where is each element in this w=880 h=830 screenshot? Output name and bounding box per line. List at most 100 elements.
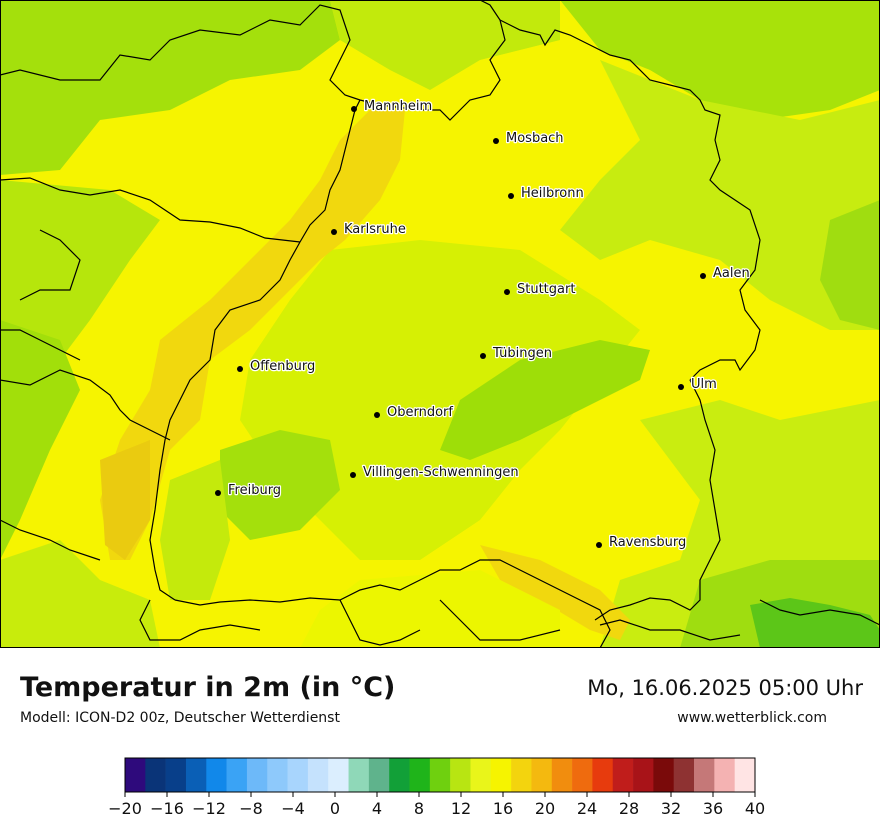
- temperature-region: [0, 540, 160, 648]
- color-scale-tick-label: 40: [745, 799, 765, 818]
- color-scale-box: [328, 758, 349, 792]
- city-marker[interactable]: Villingen-Schwenningen: [350, 464, 520, 481]
- color-scale-box: [612, 758, 634, 792]
- color-scale-box: [409, 758, 431, 792]
- footer: Temperatur in 2m (in °C) Modell: ICON-D2…: [0, 648, 880, 830]
- city-marker[interactable]: Tübingen: [480, 345, 553, 362]
- color-scale-tick-label: −4: [281, 799, 305, 818]
- temperature-region: [0, 0, 340, 175]
- city-marker[interactable]: Heilbronn: [508, 185, 585, 202]
- color-scale-box: [287, 758, 309, 792]
- temperature-region: [820, 200, 880, 330]
- city-label: Heilbronn: [521, 186, 584, 201]
- city-label: Aalen: [713, 266, 750, 281]
- color-scale-box: [368, 758, 390, 792]
- city-marker[interactable]: Aalen: [700, 265, 751, 282]
- city-marker[interactable]: Karlsruhe: [331, 221, 407, 238]
- city-marker[interactable]: Ulm: [678, 376, 718, 393]
- city-dot: [596, 542, 602, 548]
- city-label: Mosbach: [506, 131, 564, 146]
- city-dot: [374, 412, 380, 418]
- city-marker[interactable]: Stuttgart: [504, 281, 577, 298]
- site-link[interactable]: www.wetterblick.com: [677, 710, 827, 726]
- city-label: Oberndorf: [387, 405, 453, 420]
- color-scale-box: [551, 758, 573, 792]
- temperature-region: [100, 110, 405, 560]
- color-scale-box: [511, 758, 532, 792]
- temperature-region: [560, 0, 880, 120]
- city-marker[interactable]: Mannheim: [351, 98, 433, 115]
- color-scale-tick-label: 24: [577, 799, 597, 818]
- city-marker[interactable]: Offenburg: [237, 358, 317, 375]
- color-scale-tick-label: 0: [330, 799, 340, 818]
- temperature-region: [330, 0, 560, 90]
- color-scale-ticks: −20 −16 −12 −8 −4 0 4 8 12 16 20 24 28 32 36 40: [108, 792, 765, 818]
- map-title: Temperatur in 2m (in °C): [20, 672, 396, 703]
- temperature-region: [560, 60, 880, 330]
- forecast-datetime: Mo, 16.06.2025 05:00 Uhr: [587, 676, 863, 700]
- color-scale-box: [470, 758, 492, 792]
- city-marker[interactable]: Freiburg: [215, 482, 282, 499]
- color-scale-tick-label: 16: [493, 799, 513, 818]
- color-scale-tick-label: 4: [372, 799, 382, 818]
- color-scale-legend: −20 −16 −12 −8 −4 0 4 8 12 16 20 24 28 32 36 40: [108, 757, 765, 818]
- city-dot: [508, 193, 514, 199]
- color-scale-box: [389, 758, 410, 792]
- city-label: Villingen-Schwenningen: [363, 465, 519, 480]
- color-scale-box: [246, 758, 268, 792]
- color-scale-tick-label: 8: [414, 799, 424, 818]
- color-scale-box: [653, 758, 675, 792]
- color-scale-box: [694, 758, 715, 792]
- city-label: Mannheim: [364, 99, 432, 114]
- color-scale-tick-label: 12: [451, 799, 471, 818]
- city-dot: [480, 353, 486, 359]
- city-label: Karlsruhe: [344, 222, 406, 237]
- color-scale-box: [572, 758, 593, 792]
- color-scale-boxes: [124, 757, 756, 793]
- temperature-region: [0, 320, 80, 560]
- color-scale-box: [490, 758, 512, 792]
- color-scale-tick-label: −16: [150, 799, 184, 818]
- color-scale-box: [592, 758, 614, 792]
- city-dot: [700, 273, 706, 279]
- city-label: Ulm: [691, 377, 717, 392]
- temperature-region: [440, 340, 650, 460]
- city-label: Ravensburg: [609, 535, 686, 550]
- color-scale-box: [531, 758, 553, 792]
- color-scale-tick-label: 36: [703, 799, 723, 818]
- model-info: Modell: ICON-D2 00z, Deutscher Wetterdie…: [20, 710, 340, 726]
- city-dot: [504, 289, 510, 295]
- temperature-region: [160, 460, 230, 600]
- city-marker[interactable]: Oberndorf: [374, 404, 455, 421]
- color-scale-tick-label: −8: [239, 799, 263, 818]
- color-scale-tick-label: −20: [108, 799, 142, 818]
- color-scale-box: [206, 758, 227, 792]
- borders: [0, 0, 880, 648]
- color-scale-box: [673, 758, 695, 792]
- city-label: Stuttgart: [517, 282, 575, 297]
- color-scale-box: [267, 758, 288, 792]
- color-scale-box: [145, 758, 166, 792]
- color-scale-box: [429, 758, 451, 792]
- city-marker[interactable]: Ravensburg: [596, 534, 688, 551]
- color-scale-box: [226, 758, 248, 792]
- city-label: Offenburg: [250, 359, 315, 374]
- temperature-region: [100, 440, 150, 560]
- city-dot: [331, 229, 337, 235]
- city-dot: [215, 490, 221, 496]
- color-scale-box: [348, 758, 370, 792]
- temperature-region: [240, 240, 640, 560]
- color-scale-box: [714, 758, 735, 792]
- color-scale-tick-label: 28: [619, 799, 639, 818]
- color-scale-box: [165, 758, 187, 792]
- color-scale-box: [734, 758, 756, 792]
- color-scale-tick-label: 20: [535, 799, 555, 818]
- city-dot: [351, 106, 357, 112]
- color-scale-tick-label: 32: [661, 799, 681, 818]
- color-scale-frame: [124, 757, 756, 793]
- temperature-map: Mannheim Mosbach Heilbronn Karlsruhe Aal…: [0, 0, 880, 648]
- color-scale-box: [185, 758, 207, 792]
- city-marker[interactable]: Mosbach: [493, 130, 565, 147]
- city-dot: [237, 366, 243, 372]
- color-scale-box: [450, 758, 471, 792]
